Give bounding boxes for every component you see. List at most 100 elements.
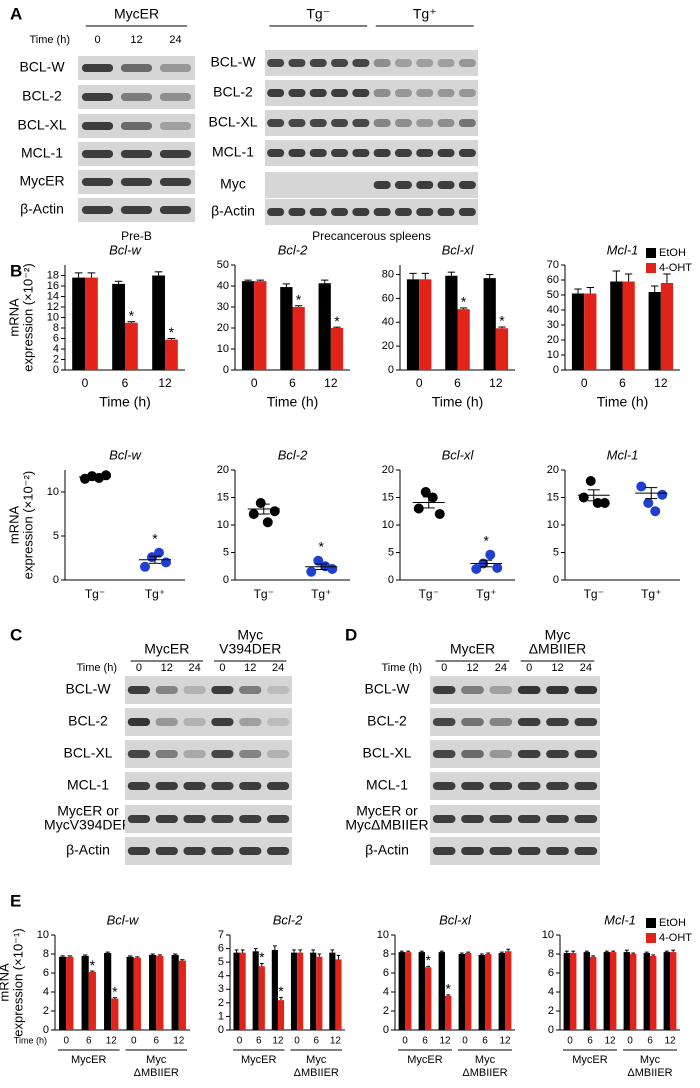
blot-band: [81, 122, 114, 130]
blot-band: [120, 206, 153, 214]
data-point: [306, 566, 317, 577]
blot-group-label: Tg⁻: [306, 6, 330, 22]
x-tick-label: 12: [654, 376, 668, 390]
x-tick-label: 0: [416, 376, 423, 390]
bar: [570, 953, 577, 1030]
time-tick: 24: [580, 662, 592, 674]
blot-band: [489, 847, 513, 855]
significance: *: [169, 324, 175, 340]
blot-row-label: BCL-XL: [17, 117, 66, 133]
legend-label: EtOH: [659, 917, 686, 929]
chart-title: Bcl-xl: [442, 447, 475, 462]
y-tick-label: 50: [547, 289, 559, 301]
blot-band: [331, 89, 349, 97]
bar: [292, 307, 305, 370]
y-tick-label: 0: [383, 1024, 389, 1036]
bar: [498, 953, 505, 1030]
bar: [258, 966, 265, 1030]
legend-swatch: [646, 933, 656, 943]
blot-band: [437, 59, 455, 67]
x-tick-label: 0: [237, 1036, 243, 1047]
data-point: [327, 564, 338, 574]
blot-band: [437, 149, 455, 157]
bar: [112, 283, 125, 370]
blot-band: [266, 815, 290, 823]
data-point: [485, 549, 496, 560]
bar: [329, 952, 336, 1030]
time-tick: 12: [244, 662, 256, 674]
blot-band: [394, 89, 412, 97]
blot-row-label: MCL-1: [21, 145, 63, 161]
panel-label: C: [10, 625, 22, 644]
bar: [156, 955, 164, 1030]
blot-band: [416, 149, 434, 157]
bar: [111, 998, 119, 1030]
y-tick-label: 0: [43, 1024, 49, 1036]
y-tick-label: 10: [542, 929, 554, 941]
blot-band: [183, 686, 206, 694]
bar: [398, 952, 405, 1030]
blot-band: [517, 782, 541, 790]
blot-band: [352, 89, 370, 97]
x-tick-label: 0: [82, 376, 89, 390]
blot-row-label: MycV394DER: [44, 817, 132, 833]
blot-band: [437, 181, 455, 189]
y-tick-label: 10: [47, 486, 59, 498]
blot-band: [266, 847, 290, 855]
chart-title: Bcl-2: [278, 242, 308, 257]
y-tick-label: 20: [547, 464, 559, 476]
legend-label: EtOH: [659, 247, 686, 259]
bar: [478, 954, 485, 1030]
blot-strip: [430, 772, 600, 800]
y-tick-label: 0: [388, 364, 394, 376]
blot-band: [309, 89, 327, 97]
y-tick-label: 40: [217, 280, 229, 292]
x-tick-label: 0: [567, 1036, 573, 1047]
blot-band: [437, 89, 455, 97]
chart-title: Bcl-xl: [439, 912, 472, 927]
bar: [66, 956, 74, 1030]
blot-strip: [125, 676, 292, 704]
legend-label: 4-OHT: [659, 262, 692, 274]
bar: [457, 309, 470, 370]
significance: *: [129, 307, 135, 323]
blot-band: [394, 59, 412, 67]
time-tick: 12: [551, 662, 563, 674]
group-label: MycER: [71, 1054, 107, 1066]
blot-band: [127, 718, 151, 726]
bar: [584, 293, 597, 370]
bar: [165, 339, 178, 370]
group-label: Myc: [475, 1054, 496, 1066]
significance: *: [259, 949, 265, 965]
bar: [622, 281, 635, 370]
bar: [149, 954, 157, 1030]
time-tick: 24: [495, 662, 507, 674]
significance: *: [425, 952, 431, 968]
blot-band: [517, 847, 541, 855]
x-tick-label: 0: [63, 1036, 69, 1047]
y-axis-label: expression (×10⁻²): [20, 263, 35, 371]
x-tick-label: 12: [272, 1036, 284, 1047]
blot-band: [183, 815, 206, 823]
blot-strip: [125, 740, 292, 768]
blot-band: [373, 59, 391, 67]
x-tick-label: 0: [627, 1036, 633, 1047]
blot-band: [159, 150, 192, 158]
x-tick-label: 12: [106, 1036, 118, 1047]
blot-band: [416, 59, 434, 67]
bar: [495, 328, 509, 370]
x-tick-label: Tg⁻: [254, 587, 274, 601]
x-tick-label: 0: [131, 1036, 137, 1047]
bar: [241, 281, 255, 370]
y-tick-label: 0: [548, 1024, 554, 1036]
data-point: [161, 557, 171, 568]
y-tick-label: 6: [218, 942, 224, 954]
blot-band: [155, 686, 178, 694]
bar: [623, 952, 630, 1030]
blot-group-label: MycER: [144, 641, 189, 657]
blot-band: [211, 750, 234, 758]
bar: [610, 281, 623, 370]
chart-title: Mcl-1: [607, 242, 639, 257]
bar: [335, 959, 342, 1030]
blot-band: [127, 750, 151, 758]
